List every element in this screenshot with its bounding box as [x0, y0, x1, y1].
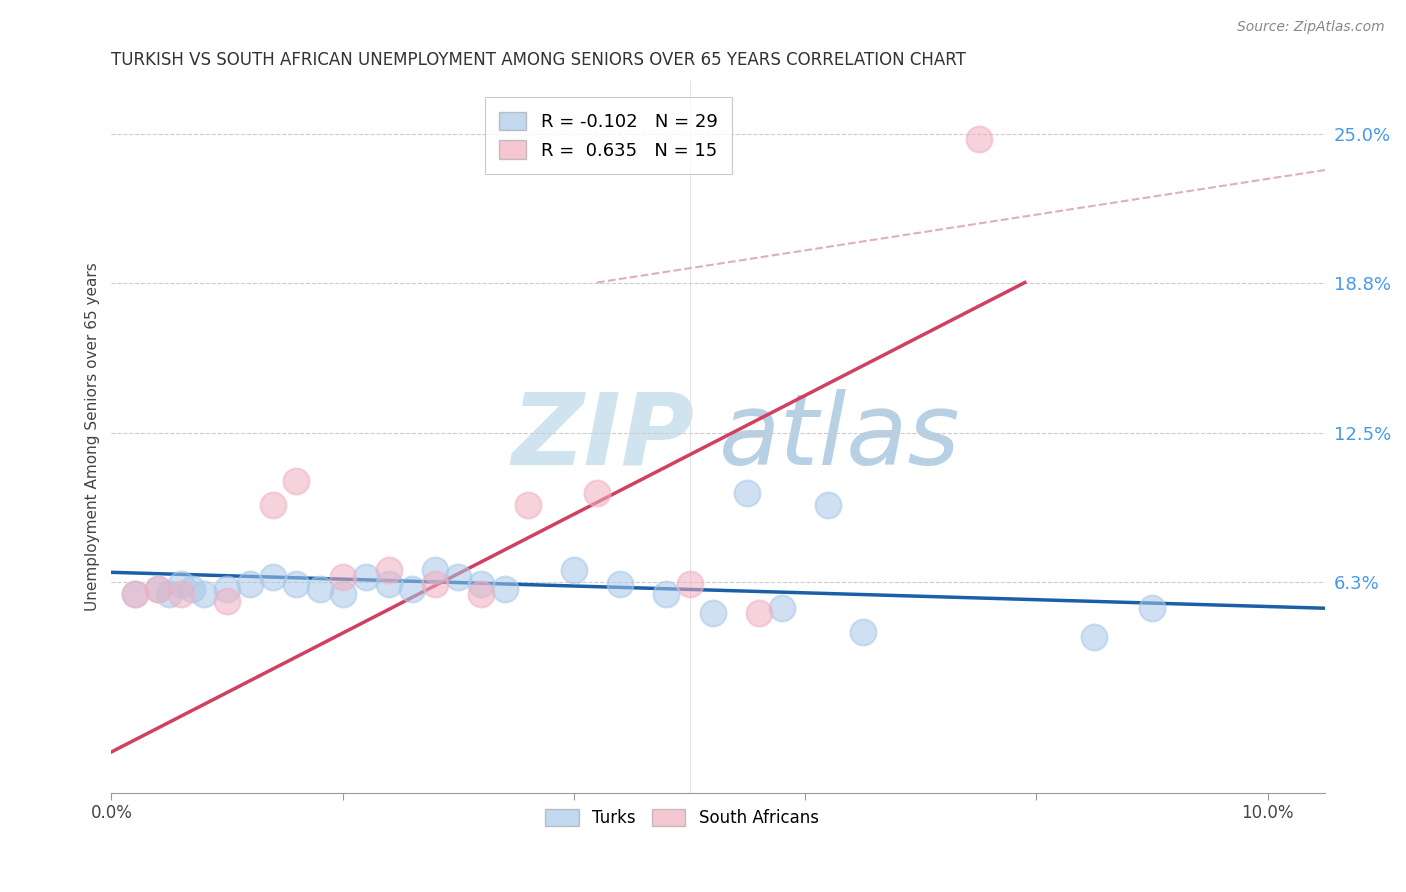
Text: ZIP: ZIP — [512, 389, 695, 485]
Point — [609, 577, 631, 591]
Point — [967, 132, 990, 146]
Point — [1140, 601, 1163, 615]
Point — [215, 582, 238, 596]
Point — [494, 582, 516, 596]
Point — [447, 570, 470, 584]
Point — [655, 587, 678, 601]
Point — [586, 486, 609, 500]
Point — [124, 587, 146, 601]
Point — [470, 577, 492, 591]
Point — [332, 587, 354, 601]
Point — [170, 577, 193, 591]
Point — [770, 601, 793, 615]
Point — [285, 475, 308, 489]
Point — [562, 563, 585, 577]
Point — [702, 606, 724, 620]
Y-axis label: Unemployment Among Seniors over 65 years: Unemployment Among Seniors over 65 years — [86, 262, 100, 611]
Point — [470, 587, 492, 601]
Text: Source: ZipAtlas.com: Source: ZipAtlas.com — [1237, 20, 1385, 34]
Text: atlas: atlas — [718, 389, 960, 485]
Point — [678, 577, 700, 591]
Point — [262, 498, 284, 512]
Point — [146, 582, 169, 596]
Point — [170, 587, 193, 601]
Point — [401, 582, 423, 596]
Point — [285, 577, 308, 591]
Point — [852, 625, 875, 640]
Point — [262, 570, 284, 584]
Point — [817, 498, 839, 512]
Point — [124, 587, 146, 601]
Point — [354, 570, 377, 584]
Legend: Turks, South Africans: Turks, South Africans — [538, 803, 825, 834]
Point — [308, 582, 330, 596]
Point — [146, 582, 169, 596]
Point — [516, 498, 538, 512]
Point — [239, 577, 262, 591]
Point — [423, 577, 446, 591]
Point — [332, 570, 354, 584]
Point — [215, 594, 238, 608]
Text: TURKISH VS SOUTH AFRICAN UNEMPLOYMENT AMONG SENIORS OVER 65 YEARS CORRELATION CH: TURKISH VS SOUTH AFRICAN UNEMPLOYMENT AM… — [111, 51, 966, 69]
Point — [181, 582, 204, 596]
Point — [748, 606, 770, 620]
Point — [378, 563, 401, 577]
Point — [378, 577, 401, 591]
Point — [157, 587, 180, 601]
Point — [423, 563, 446, 577]
Point — [193, 587, 215, 601]
Point — [1083, 630, 1105, 644]
Point — [737, 486, 759, 500]
